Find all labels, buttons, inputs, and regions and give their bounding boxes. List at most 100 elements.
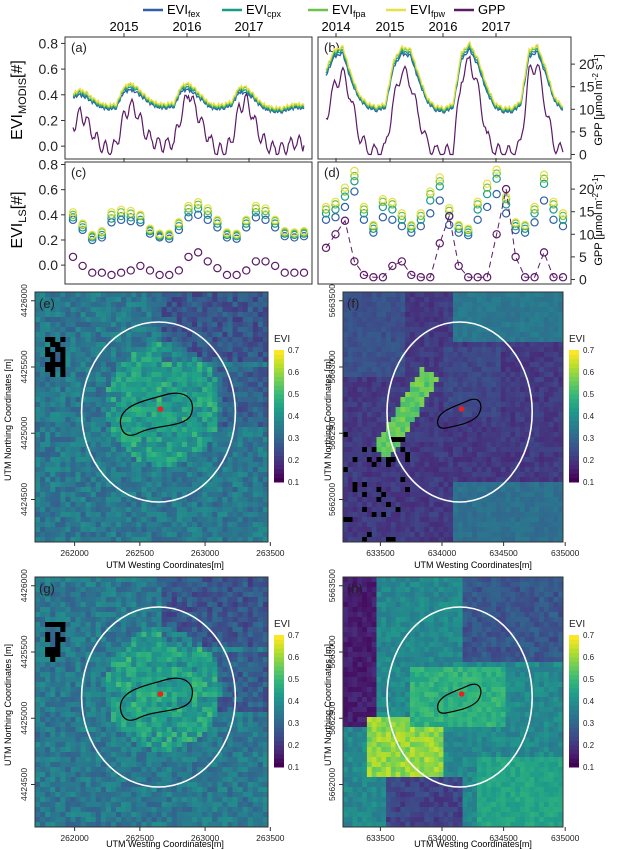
raster-cell (105, 317, 112, 323)
raster-cell (257, 497, 264, 503)
raster-cell (141, 322, 147, 328)
raster-cell (500, 367, 507, 373)
raster-cell (443, 367, 449, 373)
raster-cell (40, 522, 46, 528)
raster-cell (126, 367, 132, 373)
raster-cell (515, 392, 521, 398)
raster-cell (151, 412, 157, 418)
raster-cell (40, 492, 46, 498)
raster-cell (553, 467, 559, 473)
raster-cell (462, 382, 468, 388)
raster-cell (433, 477, 440, 483)
raster-cell (539, 312, 545, 318)
raster-cell (186, 362, 193, 368)
raster-cell (395, 432, 401, 438)
raster-cell (448, 332, 454, 338)
raster-cell (212, 317, 218, 323)
raster-cell (156, 327, 163, 333)
raster-cell (237, 452, 244, 458)
raster-cell (65, 342, 71, 348)
raster-cell (126, 477, 132, 483)
raster-cell (95, 407, 102, 413)
raster-cell (55, 387, 61, 393)
data-point-evi-fex (78, 225, 87, 235)
raster-cell (156, 337, 163, 343)
raster-cell (217, 507, 223, 513)
raster-cell (85, 512, 92, 518)
raster-cell (80, 342, 87, 348)
raster-cell (500, 497, 507, 503)
raster-cell (100, 492, 107, 498)
raster-cell (343, 462, 349, 468)
raster-cell (207, 367, 213, 373)
raster-cell (414, 417, 420, 423)
raster-cell (457, 297, 463, 303)
raster-cell (166, 427, 173, 433)
raster-cell (472, 417, 478, 423)
raster-cell (156, 307, 163, 313)
raster-cell (448, 357, 454, 363)
raster-cell (121, 357, 127, 363)
raster-cell (553, 422, 559, 428)
raster-cell (131, 502, 137, 508)
raster-cell (227, 297, 233, 303)
raster-cell (55, 317, 61, 323)
raster-cell (60, 372, 66, 378)
raster-cell (476, 522, 483, 528)
raster-cell (197, 367, 203, 373)
raster-cell (429, 337, 435, 343)
raster-cell (60, 377, 66, 383)
raster-cell (60, 367, 66, 373)
raster-cell (166, 532, 173, 538)
raster-cell (424, 427, 430, 433)
raster-cell (161, 442, 168, 448)
raster-cell (166, 502, 173, 508)
raster-cell (105, 467, 112, 473)
raster-cell (366, 532, 373, 538)
raster-cell (110, 432, 117, 438)
raster-cell (515, 422, 521, 428)
raster-cell (371, 487, 377, 493)
raster-cell (95, 327, 102, 333)
raster-cell (491, 472, 497, 478)
raster-cell (362, 292, 368, 298)
raster-cell (390, 387, 397, 393)
raster-cell (166, 412, 173, 418)
raster-cell (419, 412, 425, 418)
raster-cell (519, 397, 526, 403)
raster-cell (433, 322, 440, 328)
raster-cell (438, 317, 444, 323)
data-point-evi-fpw (213, 215, 222, 225)
raster-cell (409, 362, 416, 368)
raster-cell (433, 392, 440, 398)
raster-cell (496, 302, 502, 308)
raster-cell (405, 362, 411, 368)
raster-cell (252, 352, 259, 358)
raster-cell (429, 477, 435, 483)
raster-cell (347, 402, 353, 408)
raster-cell (247, 357, 254, 363)
year-labels-right: 2014 2015 2016 2017 (322, 19, 511, 34)
raster-cell (405, 367, 411, 373)
raster-cell (176, 297, 183, 303)
raster-cell (65, 517, 71, 523)
raster-cell (496, 437, 502, 443)
raster-cell (510, 397, 516, 403)
raster-cell (237, 357, 244, 363)
raster-cell (386, 342, 392, 348)
raster-cell (433, 357, 440, 363)
raster-cell (448, 347, 454, 353)
raster-cell (510, 457, 516, 463)
raster-cell (237, 322, 244, 328)
year-label: 2014 (322, 19, 351, 34)
data-point-evi-fex (378, 213, 388, 222)
raster-cell (476, 397, 483, 403)
raster-cell (553, 492, 559, 498)
raster-cell (472, 432, 478, 438)
raster-cell (539, 437, 545, 443)
raster-cell (242, 377, 249, 383)
raster-cell (85, 387, 92, 393)
raster-cell (438, 507, 444, 513)
raster-cell (519, 312, 526, 318)
raster-cell (45, 487, 51, 493)
